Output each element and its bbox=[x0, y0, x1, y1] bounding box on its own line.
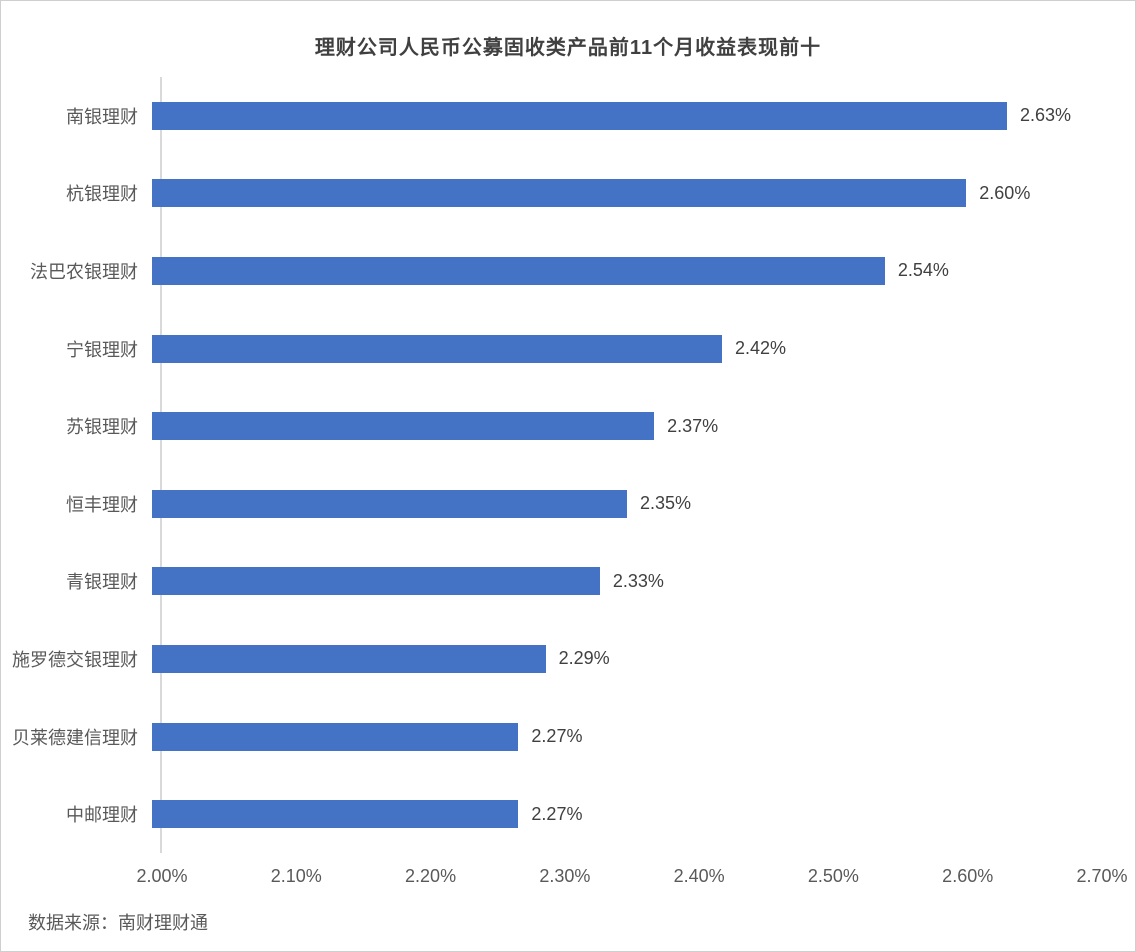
chart-title: 理财公司人民币公募固收类产品前11个月收益表现前十 bbox=[314, 37, 822, 59]
bar-row: 南银理财 2.63% bbox=[1, 77, 1135, 155]
category-label: 法巴农银理财 bbox=[30, 261, 138, 282]
bar bbox=[152, 412, 655, 441]
bar bbox=[152, 101, 1007, 130]
category-label: 施罗德交银理财 bbox=[12, 649, 138, 670]
value-label: 2.60% bbox=[979, 182, 1031, 203]
bar-row: 宁银理财 2.42% bbox=[1, 310, 1135, 388]
bar-track: 2.27% bbox=[152, 775, 1102, 853]
x-tick-label: 2.10% bbox=[270, 866, 322, 886]
bar-track: 2.37% bbox=[152, 387, 1102, 465]
bar-row: 苏银理财 2.37% bbox=[1, 387, 1135, 465]
value-label: 2.42% bbox=[735, 338, 787, 359]
x-tick-label: 2.60% bbox=[942, 866, 994, 886]
x-tick-label: 2.20% bbox=[405, 866, 457, 886]
category-label: 中邮理财 bbox=[66, 805, 138, 826]
x-tick-label: 2.50% bbox=[807, 866, 859, 886]
value-label: 2.33% bbox=[612, 570, 664, 591]
bar-track: 2.27% bbox=[152, 698, 1102, 776]
bar-row: 贝莱德建信理财 2.27% bbox=[1, 698, 1135, 776]
bar bbox=[152, 567, 600, 596]
bar-row: 青银理财 2.33% bbox=[1, 543, 1135, 621]
bar bbox=[152, 489, 627, 518]
value-label: 2.37% bbox=[667, 415, 719, 436]
bar bbox=[152, 334, 722, 363]
category-label: 杭银理财 bbox=[66, 184, 138, 205]
x-axis: 2.00% 2.10% 2.20% 2.30% 2.40% 2.50% 2.60% 2.70% bbox=[136, 856, 1127, 890]
value-label: 2.35% bbox=[640, 493, 692, 514]
bar bbox=[152, 256, 885, 285]
bar-row: 法巴农银理财 2.54% bbox=[1, 232, 1135, 310]
bar bbox=[152, 722, 519, 751]
bar-track: 2.54% bbox=[152, 232, 1102, 310]
y-axis-line bbox=[160, 77, 162, 853]
category-label: 南银理财 bbox=[66, 106, 138, 127]
value-label: 2.54% bbox=[897, 260, 949, 281]
category-label: 宁银理财 bbox=[66, 339, 138, 360]
bar-track: 2.35% bbox=[152, 465, 1102, 543]
category-label: 苏银理财 bbox=[66, 417, 138, 438]
bar-track: 2.60% bbox=[152, 155, 1102, 233]
bar bbox=[152, 644, 546, 673]
plot-area: 南银理财 2.63% 杭银理财 2.60% 法巴农银理财 2.54% 宁银理财 2.42% 苏银… bbox=[1, 77, 1135, 853]
x-tick-label: 2.00% bbox=[136, 866, 188, 886]
bar-track: 2.42% bbox=[152, 310, 1102, 388]
data-source: 数据来源：南财理财通 bbox=[28, 913, 208, 933]
bar bbox=[152, 800, 519, 829]
category-label: 青银理财 bbox=[66, 572, 138, 593]
bar bbox=[152, 179, 967, 208]
category-label: 恒丰理财 bbox=[66, 494, 138, 515]
bar-row: 中邮理财 2.27% bbox=[1, 775, 1135, 853]
value-label: 2.27% bbox=[531, 726, 583, 747]
bar-row: 杭银理财 2.60% bbox=[1, 155, 1135, 233]
value-label: 2.29% bbox=[558, 648, 610, 669]
x-tick-label: 2.30% bbox=[539, 866, 591, 886]
bar-track: 2.63% bbox=[152, 77, 1102, 155]
value-label: 2.27% bbox=[531, 803, 583, 824]
bar-row: 施罗德交银理财 2.29% bbox=[1, 620, 1135, 698]
bar-track: 2.33% bbox=[152, 543, 1102, 621]
x-tick-label: 2.40% bbox=[673, 866, 725, 886]
x-tick-label: 2.70% bbox=[1076, 866, 1128, 886]
bar-track: 2.29% bbox=[152, 620, 1102, 698]
category-label: 贝莱德建信理财 bbox=[12, 727, 138, 748]
bar-row: 恒丰理财 2.35% bbox=[1, 465, 1135, 543]
value-label: 2.63% bbox=[1020, 105, 1072, 126]
